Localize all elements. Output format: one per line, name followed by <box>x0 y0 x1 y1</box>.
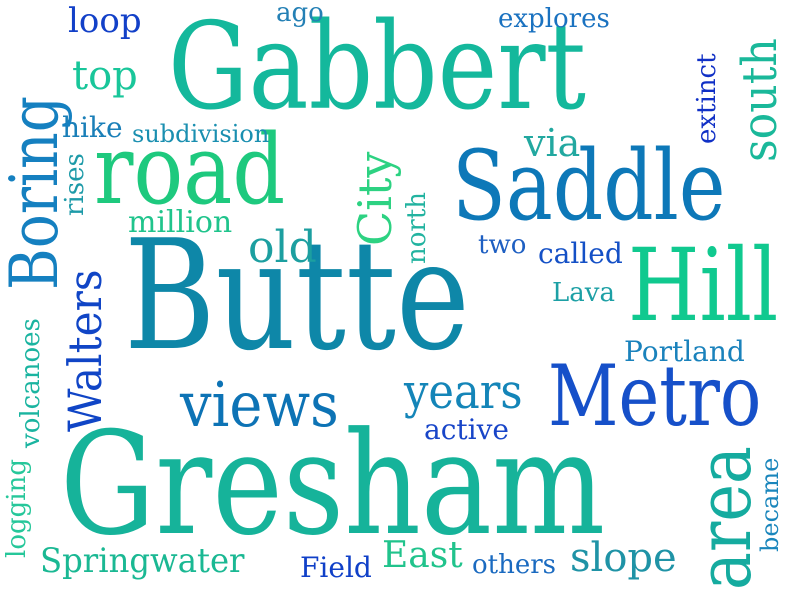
word-explores: explores <box>498 4 610 34</box>
word-million: million <box>128 205 233 240</box>
word-called: called <box>538 237 623 270</box>
word-butte: Butte <box>124 207 470 384</box>
word-hike: hike <box>62 111 123 144</box>
word-logging: logging <box>2 459 32 558</box>
word-city: City <box>348 151 402 246</box>
word-subdivision: subdivision <box>132 120 270 148</box>
word-field: Field <box>300 551 372 584</box>
word-years: years <box>404 364 523 420</box>
word-extinct: extinct <box>692 53 722 144</box>
word-north: north <box>402 191 432 264</box>
word-east: East <box>382 535 463 576</box>
word-hill: Hill <box>628 227 779 344</box>
word-boring: Boring <box>0 95 73 290</box>
word-loop: loop <box>68 1 142 41</box>
word-ago: ago <box>276 0 324 28</box>
word-via: via <box>524 121 581 165</box>
word-old: old <box>248 222 317 273</box>
word-metro: Metro <box>548 347 762 445</box>
word-top: top <box>72 53 138 99</box>
word-active: active <box>424 413 509 446</box>
word-gabbert: Gabbert <box>168 0 587 137</box>
word-gresham: Gresham <box>60 402 606 567</box>
word-walters: Walters <box>58 269 112 432</box>
word-road: road <box>94 114 286 226</box>
word-slope: slope <box>570 535 677 581</box>
word-views: views <box>180 368 339 441</box>
word-volcanoes: volcanoes <box>16 318 46 448</box>
word-others: others <box>472 550 557 580</box>
word-portland: Portland <box>624 335 745 368</box>
word-saddle: Saddle <box>452 130 726 242</box>
word-area: area <box>682 446 768 590</box>
word-springwater: Springwater <box>40 541 245 581</box>
word-rises: rises <box>60 153 90 216</box>
word-south: south <box>732 38 788 162</box>
word-lava: Lava <box>552 278 615 308</box>
word-became: became <box>756 457 784 552</box>
word-two: two <box>478 230 527 260</box>
